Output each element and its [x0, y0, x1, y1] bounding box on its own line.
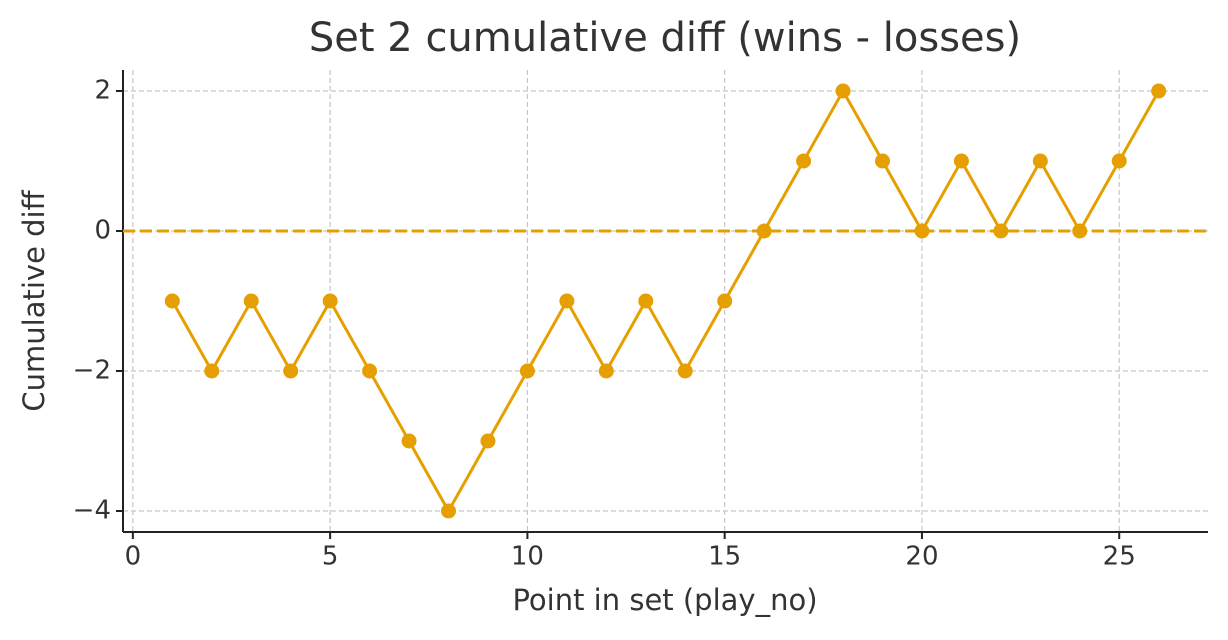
data-point — [322, 293, 338, 309]
data-point — [1072, 223, 1088, 239]
data-point — [519, 363, 535, 379]
data-point — [1151, 83, 1167, 99]
y-tick-label: −2 — [73, 356, 111, 386]
x-tick-label: 15 — [708, 542, 741, 572]
x-tick-label: 25 — [1103, 542, 1136, 572]
chart-title: Set 2 cumulative diff (wins - losses) — [309, 15, 1021, 61]
data-point — [914, 223, 930, 239]
data-point — [243, 293, 259, 309]
y-tick-label: −4 — [73, 496, 111, 526]
data-point — [1032, 153, 1048, 169]
data-point — [204, 363, 220, 379]
data-point — [441, 503, 456, 519]
data-point — [677, 363, 693, 379]
y-tick-label: 0 — [94, 216, 111, 246]
x-tick-label: 10 — [511, 542, 544, 572]
data-point — [953, 153, 969, 169]
data-point — [717, 293, 733, 309]
data-point — [480, 433, 496, 449]
x-tick-label: 5 — [322, 542, 339, 572]
y-axis-label: Cumulative diff — [17, 189, 51, 411]
data-point — [875, 153, 890, 169]
x-tick-label: 0 — [125, 542, 142, 572]
data-point — [835, 83, 851, 99]
data-point — [401, 433, 417, 449]
x-axis-label: Point in set (play_no) — [512, 583, 817, 617]
data-point — [362, 363, 378, 379]
y-tick-label: 2 — [94, 76, 111, 106]
data-point — [283, 363, 299, 379]
data-point — [796, 153, 812, 169]
data-point — [1111, 153, 1127, 169]
data-line — [171, 87, 1160, 515]
data-point — [164, 293, 180, 309]
data-point — [756, 223, 772, 239]
data-point — [598, 363, 614, 379]
data-point — [559, 293, 575, 309]
x-tick-label: 20 — [905, 542, 938, 572]
data-point — [993, 223, 1009, 239]
data-point — [638, 293, 654, 309]
